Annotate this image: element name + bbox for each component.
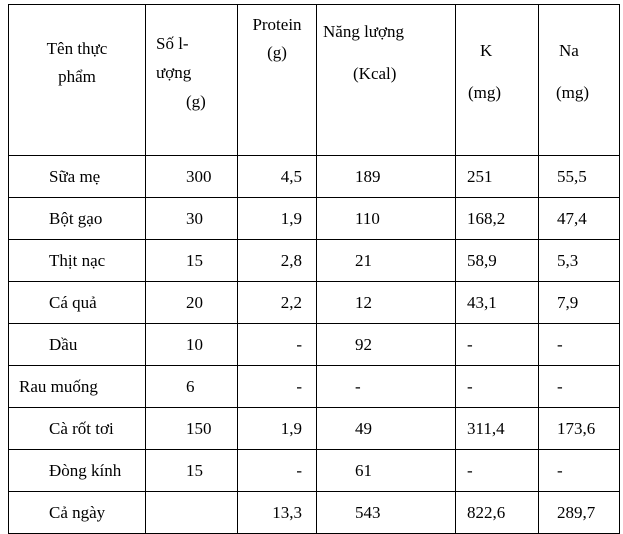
table-row: Đòng kính 15-61- - — [8, 449, 620, 492]
table-cell: 61 — [316, 449, 456, 492]
table-cell: - — [237, 449, 317, 492]
table-cell: 168,2 — [455, 197, 539, 240]
nutrition-table: Tên thực phẩm Số l-ượng (g) Protein (g) Năng l… — [8, 4, 620, 534]
table-cell: 110 — [316, 197, 456, 240]
table-cell: 92 — [316, 323, 456, 366]
table-cell: - — [538, 449, 620, 492]
table-cell: - — [316, 365, 456, 408]
table-cell: - — [237, 323, 317, 366]
table-cell: 55,5 — [538, 155, 620, 198]
header-text: ượng — [156, 63, 192, 82]
header-text: Tên thực — [46, 39, 108, 58]
header-text: (mg) — [468, 83, 502, 102]
table-row: Sữa mẹ 300 4,5 189 251 55,5 — [8, 155, 620, 198]
header-cell: Năng lượng (Kcal) — [316, 4, 456, 156]
table-cell: Dầu — [8, 323, 146, 366]
table-cell: 1,9 — [237, 407, 317, 450]
table-cell: 2,8 — [237, 239, 317, 282]
header-cell: Protein (g) — [237, 4, 317, 156]
table-cell: Đòng kính — [8, 449, 146, 492]
table-cell: 2,2 — [237, 281, 317, 324]
table-cell: Thịt nạc — [8, 239, 146, 282]
header-text: (g) — [267, 43, 287, 62]
table-cell: - — [455, 365, 539, 408]
header-cell: K (mg) — [455, 4, 539, 156]
table-cell: Sữa mẹ — [8, 155, 146, 198]
table-body: Tên thực phẩm Số l-ượng (g) Protein (g) Năng l… — [8, 4, 620, 534]
table-cell: 6 — [145, 365, 238, 408]
table-cell: 7,9 — [538, 281, 620, 324]
header-text: Na — [559, 41, 579, 60]
table-cell: - — [237, 365, 317, 408]
page: {"table": { "header": [ ["Tên thực", "ph… — [8, 4, 620, 534]
header-row: Tên thực phẩm Số l-ượng (g) Protein (g) Năng l… — [8, 4, 620, 156]
header-text: Protein — [252, 15, 302, 34]
header-cell: Tên thực phẩm — [8, 4, 146, 156]
table-cell: 300 — [145, 155, 238, 198]
table-row: Bột gạo 30 1,9 110 168,2 47,4 — [8, 197, 620, 240]
table-cell: 5,3 — [538, 239, 620, 282]
table-cell: 10 — [145, 323, 238, 366]
table-cell: Cá quả — [8, 281, 146, 324]
header-cell: Số l-ượng (g) — [145, 4, 238, 156]
table-cell: 311,4 — [455, 407, 539, 450]
table-cell: 15 — [145, 449, 238, 492]
table-cell: 173,6 — [538, 407, 620, 450]
table-row: Cá quả 20 2,2 12 43,1 7,9 — [8, 281, 620, 324]
header-text: phẩm — [58, 67, 96, 86]
table-cell: 251 — [455, 155, 539, 198]
table-row: Cà rốt tơi 150 1,9 49 311,4 173,6 — [8, 407, 620, 450]
table-cell: - — [455, 449, 539, 492]
header-cell: Na (mg) — [538, 4, 620, 156]
table-cell: 49 — [316, 407, 456, 450]
header-text: (mg) — [556, 83, 590, 102]
table-cell: 15 — [145, 239, 238, 282]
table-cell: 150 — [145, 407, 238, 450]
table-cell: Bột gạo — [8, 197, 146, 240]
table-cell: 43,1 — [455, 281, 539, 324]
header-text: Số l- — [156, 34, 189, 53]
table-cell: Cà rốt tơi — [8, 407, 146, 450]
table-row: Thịt nạc 15 2,8 21 58,9 5,3 — [8, 239, 620, 282]
table-cell: 189 — [316, 155, 456, 198]
table-cell: 4,5 — [237, 155, 317, 198]
table-row: Dầu 10-92- - — [8, 323, 620, 366]
table-cell: - — [455, 323, 539, 366]
table-cell: 30 — [145, 197, 238, 240]
table-cell: 1,9 — [237, 197, 317, 240]
table-row: Rau muống 6- - - - — [8, 365, 620, 408]
header-text: K — [480, 41, 493, 60]
table-cell: Rau muống — [8, 365, 146, 408]
table-cell: 21 — [316, 239, 456, 282]
header-text: (Kcal) — [353, 64, 397, 83]
table-cell: 58,9 — [455, 239, 539, 282]
table-cell: 20 — [145, 281, 238, 324]
header-text: (g) — [186, 92, 206, 111]
table-cell: - — [538, 365, 620, 408]
table-cell: - — [538, 323, 620, 366]
header-text: Năng lượng — [323, 22, 404, 41]
table-cell: 12 — [316, 281, 456, 324]
table-cell: 47,4 — [538, 197, 620, 240]
